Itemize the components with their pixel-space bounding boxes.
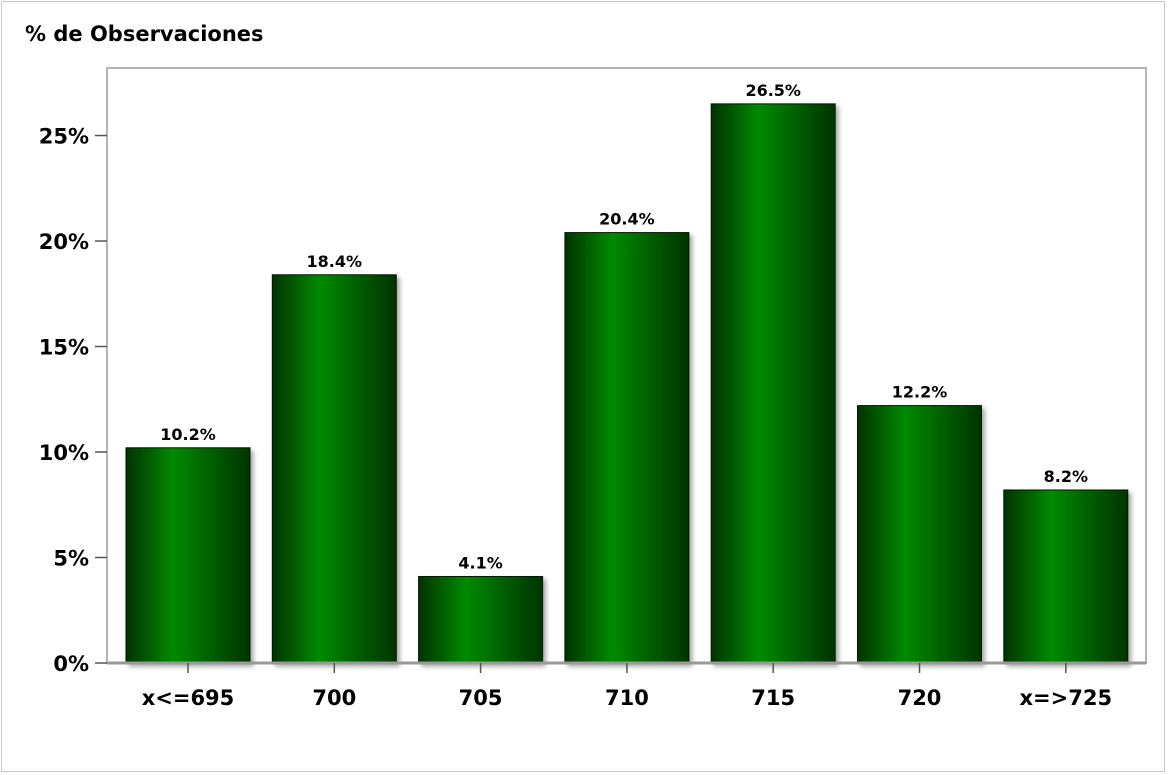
- x-tick-label-4: 715: [751, 686, 795, 710]
- x-tick-label-0: x<=695: [142, 686, 235, 710]
- bar-1: [271, 274, 397, 664]
- bar-value-label-2: 4.1%: [458, 553, 502, 572]
- bar-value-label-3: 20.4%: [599, 210, 655, 229]
- bar-value-label-4: 26.5%: [745, 81, 801, 100]
- x-tick-label-6: x=>725: [1020, 686, 1113, 710]
- bar-value-label-1: 18.4%: [307, 252, 363, 271]
- bar-value-label-5: 12.2%: [892, 383, 948, 402]
- x-tick-label-3: 710: [605, 686, 649, 710]
- y-tick-label-1: 5%: [53, 547, 89, 571]
- bar-4: [710, 103, 836, 664]
- y-tick-label-2: 10%: [39, 441, 89, 465]
- bar-value-label-0: 10.2%: [160, 425, 216, 444]
- x-tick-label-2: 705: [459, 686, 503, 710]
- bar-3: [564, 232, 690, 664]
- bar-2: [418, 575, 544, 664]
- y-tick-label-0: 0%: [53, 652, 89, 676]
- y-tick-label-4: 20%: [39, 230, 89, 254]
- y-tick-label-3: 15%: [39, 336, 89, 360]
- x-tick-label-1: 700: [312, 686, 356, 710]
- y-tick-label-5: 25%: [39, 125, 89, 149]
- x-tick-label-5: 720: [898, 686, 942, 710]
- y-axis-title: % de Observaciones: [25, 22, 264, 46]
- bar-value-label-6: 8.2%: [1044, 467, 1088, 486]
- bar-5: [857, 405, 982, 664]
- bar-0: [125, 447, 251, 664]
- bar-6: [1003, 489, 1129, 664]
